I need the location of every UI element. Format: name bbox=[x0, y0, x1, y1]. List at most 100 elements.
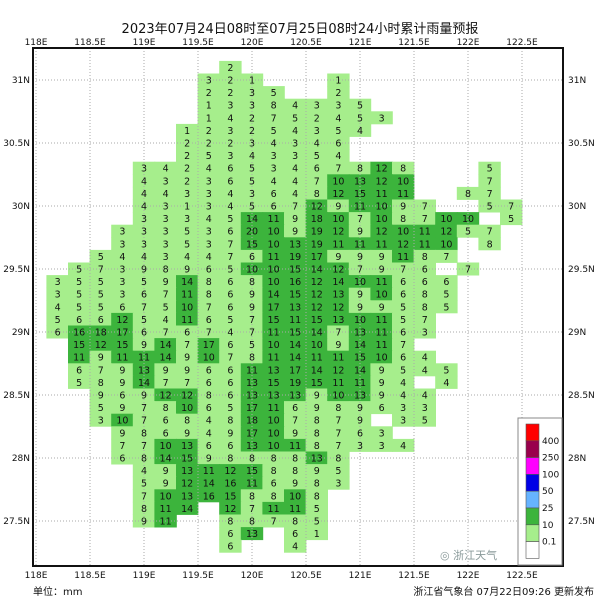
rain-cell bbox=[500, 212, 523, 226]
rain-cell bbox=[197, 212, 220, 226]
rain-value: 7 bbox=[163, 378, 169, 389]
lon-tick-label-bottom: 120E bbox=[241, 571, 264, 581]
rain-value: 4 bbox=[400, 378, 406, 389]
rain-value: 8 bbox=[227, 454, 233, 465]
rain-cell bbox=[370, 300, 393, 314]
legend-swatch bbox=[525, 423, 540, 442]
rain-value: 11 bbox=[181, 315, 193, 326]
rain-value: 5 bbox=[141, 277, 147, 288]
rain-value: 3 bbox=[422, 328, 428, 339]
rain-value: 5 bbox=[271, 88, 277, 99]
rain-value: 6 bbox=[379, 403, 385, 414]
rain-value: 7 bbox=[487, 176, 493, 187]
rain-cell bbox=[284, 338, 307, 352]
rain-value: 6 bbox=[206, 315, 212, 326]
rain-cell bbox=[392, 287, 415, 301]
lon-tick-label-top: 118.5E bbox=[74, 38, 106, 48]
rain-value: 5 bbox=[98, 403, 104, 414]
rain-value: 4 bbox=[206, 214, 212, 225]
lon-tick-label-bottom: 119E bbox=[133, 571, 156, 581]
rain-cell bbox=[219, 262, 242, 276]
rain-value: 7 bbox=[227, 239, 233, 250]
rain-value: 7 bbox=[163, 290, 169, 301]
rain-cell bbox=[197, 426, 220, 440]
rain-value: 12 bbox=[181, 391, 193, 402]
rain-cell bbox=[176, 300, 199, 314]
rain-cell bbox=[284, 161, 307, 175]
rain-cell bbox=[370, 249, 393, 263]
rain-cell bbox=[370, 438, 393, 452]
rain-cell bbox=[327, 312, 350, 326]
rain-cell bbox=[240, 186, 264, 200]
rain-value: 3 bbox=[335, 101, 341, 112]
rain-value: 20 bbox=[246, 227, 258, 238]
rain-value: 3 bbox=[379, 441, 385, 452]
rain-value: 5 bbox=[443, 302, 449, 313]
rain-value: 15 bbox=[289, 265, 301, 276]
rain-cell bbox=[370, 111, 393, 125]
rain-value: 14 bbox=[160, 454, 172, 465]
rain-value: 6 bbox=[227, 164, 233, 175]
rain-value: 12 bbox=[397, 239, 409, 250]
rain-value: 4 bbox=[163, 164, 169, 175]
rain-value: 1 bbox=[206, 113, 212, 124]
rain-value: 12 bbox=[376, 227, 388, 238]
rain-value: 7 bbox=[141, 416, 147, 427]
rain-value: 6 bbox=[98, 315, 104, 326]
rain-value: 7 bbox=[335, 441, 341, 452]
rain-value: 10 bbox=[462, 214, 474, 225]
rain-cell bbox=[284, 388, 307, 402]
rain-cell bbox=[89, 325, 112, 339]
rain-cell bbox=[262, 338, 285, 352]
rain-value: 11 bbox=[268, 252, 280, 263]
legend: 400 250 100 50 25 10 0.1 bbox=[517, 417, 563, 566]
rain-cell bbox=[219, 375, 242, 389]
rain-value: 6 bbox=[227, 391, 233, 402]
rain-value: 9 bbox=[184, 265, 190, 276]
rain-value: 7 bbox=[163, 328, 169, 339]
rain-value: 4 bbox=[422, 365, 428, 376]
rain-value: 8 bbox=[422, 290, 428, 301]
rain-value: 10 bbox=[181, 403, 193, 414]
rain-cell bbox=[392, 237, 415, 251]
rain-cell bbox=[284, 111, 307, 125]
rain-value: 4 bbox=[227, 113, 233, 124]
rain-value: 7 bbox=[292, 202, 298, 213]
lat-tick-label-right: 30.5N bbox=[568, 139, 595, 149]
rain-cell bbox=[262, 98, 285, 112]
rain-value: 1 bbox=[184, 202, 190, 213]
rain-value: 9 bbox=[163, 466, 169, 477]
rain-cell bbox=[176, 123, 199, 137]
rain-value: 8 bbox=[400, 214, 406, 225]
rain-value: 13 bbox=[289, 391, 301, 402]
rain-cell bbox=[478, 161, 501, 175]
rain-cell bbox=[219, 325, 242, 339]
rain-value: 9 bbox=[292, 428, 298, 439]
rain-cell bbox=[197, 401, 220, 415]
rain-value: 10 bbox=[268, 416, 280, 427]
rain-cell bbox=[89, 262, 112, 276]
rain-value: 15 bbox=[354, 189, 366, 200]
rain-value: 2 bbox=[184, 164, 190, 175]
rain-value: 3 bbox=[141, 239, 147, 250]
rain-value: 4 bbox=[271, 176, 277, 187]
rain-value: 11 bbox=[397, 252, 409, 263]
rain-value: 11 bbox=[419, 227, 431, 238]
rain-value: 17 bbox=[311, 252, 323, 263]
rain-value: 7 bbox=[141, 403, 147, 414]
rain-cell bbox=[413, 287, 436, 301]
rain-value: 6 bbox=[141, 290, 147, 301]
rain-value: 5 bbox=[249, 176, 255, 187]
rain-cell bbox=[197, 161, 220, 175]
rain-cell bbox=[392, 262, 415, 276]
rain-cell bbox=[305, 123, 328, 137]
rain-cell bbox=[327, 300, 350, 314]
rain-value: 10 bbox=[376, 214, 388, 225]
rain-cell bbox=[327, 375, 350, 389]
rain-value: 8 bbox=[184, 416, 190, 427]
rain-cell bbox=[111, 275, 134, 289]
rain-value: 5 bbox=[314, 517, 320, 528]
legend-swatch bbox=[525, 457, 540, 475]
lat-tick-label-right: 30N bbox=[568, 202, 586, 212]
rain-value: 6 bbox=[55, 328, 61, 339]
